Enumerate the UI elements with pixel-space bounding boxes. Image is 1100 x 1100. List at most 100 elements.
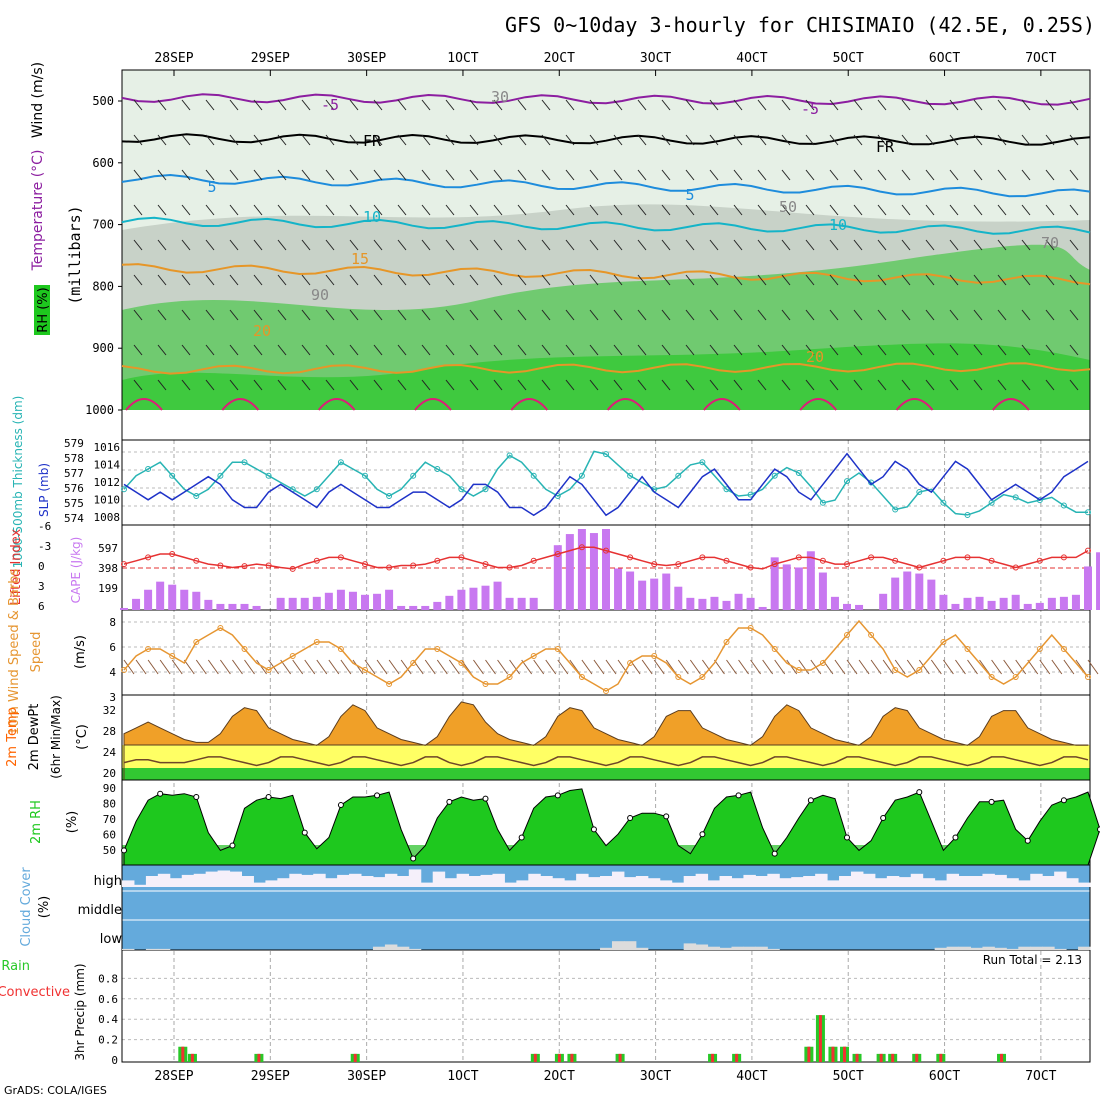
cape-bar [457,589,466,610]
lifted-index-line-point [554,551,561,557]
cape-bar [770,557,779,610]
wind-barb [901,274,911,286]
wind-barb [1021,239,1031,251]
ylabel-wind-unit: (m/s) [73,635,88,669]
wind-barb [493,99,503,111]
cape-bar [385,589,394,610]
cloud-low-bar [707,946,721,950]
wind-barb [133,204,143,216]
wind-barb [613,344,623,356]
rh-point [735,792,742,799]
cloud-low-bar [958,946,971,950]
cape-bar [481,585,490,610]
wind-barb-10m [448,659,460,675]
cloud-high-bar [874,878,888,887]
wind-barb [421,379,431,391]
wind-barb-10m [822,659,834,675]
cape-bar [999,597,1008,610]
cloud-high-bar [265,880,278,887]
wind-speed-line-point [1012,674,1019,680]
wind-barb-10m [340,659,352,675]
wind-barb [925,134,935,146]
cape-bar [132,598,141,610]
wind-barb [925,274,935,286]
wind-barb [229,169,239,181]
thickness-line-point [916,488,923,495]
temp-contour-25 [992,398,1030,411]
rh-band-saturated [122,343,1090,410]
cloud-high-bar [647,878,661,887]
wind-barb [133,239,143,251]
wind-barb [661,239,671,251]
precip-convective-bar [735,1053,739,1062]
wind-barb-10m [195,659,207,675]
wind-barb [541,309,551,321]
date-label-bottom: 5OCT [833,1069,864,1084]
wind-barb [493,204,503,216]
wind-barb [709,309,719,321]
thickness-line-point [627,472,634,479]
wind-barb [613,204,623,216]
rh-point [554,792,561,799]
cloud-high-bar [779,878,792,887]
wind-barb [709,344,719,356]
cloud-high-bar [528,873,541,887]
cloud-high-bar [850,871,864,887]
wind-barb [349,274,359,286]
cloud-low-bar [994,947,1007,950]
wind-barb-10m [533,659,545,675]
temp-area [123,701,1089,780]
wind-barb [541,379,551,391]
slp-tick: 1008 [94,511,121,524]
wind-barb [709,204,719,216]
precip-convective-bar [807,1046,811,1062]
wind-barb [685,134,695,146]
wind-barb-10m [1051,659,1063,675]
wind-barb [589,169,599,181]
wind-barb [397,134,407,146]
wind-barb [901,99,911,111]
li-tick: 3 [38,580,45,593]
precip-convective-bar [711,1053,715,1062]
thickness-line-point [434,465,441,472]
wind-barb [853,239,863,251]
wind-barb [541,274,551,286]
cloud-high-bar [1078,882,1091,887]
wind-barb-10m [509,659,521,675]
cape-tick: 597 [98,542,118,555]
wind-barb [1069,309,1079,321]
wind-barb-10m [159,659,171,675]
cape-bar [216,603,225,610]
wind-barb [517,134,527,146]
wind-barb [397,379,407,391]
wind-barb [829,204,839,216]
cloud-low-bar [600,947,613,950]
wind-barb [853,99,863,111]
wind-barb [565,134,575,146]
cloud-high-bar [420,882,434,887]
cape-bar [1023,603,1032,610]
cape-bar [1035,602,1044,610]
wind-barb-10m [1015,659,1027,675]
cloud-low-bar [1018,946,1031,950]
cloud-high-bar [552,878,565,887]
wind-barb [229,344,239,356]
pressure-label: 600 [92,156,114,170]
wind-barb [469,169,479,181]
wind-barb [301,99,311,111]
wind-barb [805,169,815,181]
cape-bar [806,551,815,610]
thickness-line-point [1036,497,1043,504]
wind-barb [901,344,911,356]
lifted-index-line-point [193,557,200,564]
wind-barb [493,134,503,146]
date-label-top: 29SEP [251,51,290,66]
cape-bar [758,606,767,610]
wind-speed-line-point [554,646,561,652]
wind-barb [181,134,191,146]
cloud-high-bar [217,870,231,887]
rh-point [1097,826,1100,833]
rh-point [337,802,344,809]
wind-barb [397,204,407,216]
cape-bar [794,567,803,610]
